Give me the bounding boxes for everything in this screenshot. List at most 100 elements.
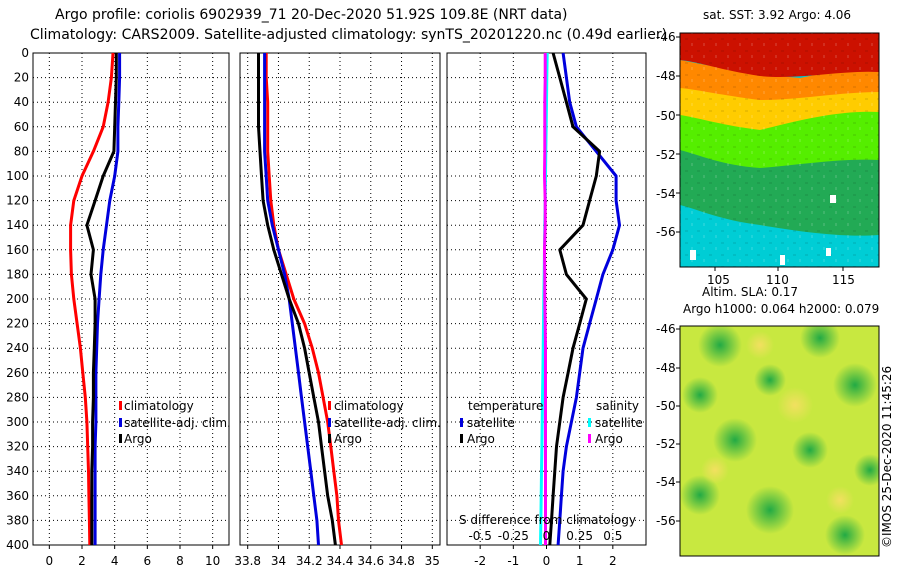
legend-label-argo: Argo — [124, 432, 152, 446]
depth-tick-label: 200 — [6, 292, 29, 306]
series-line-argo — [85, 53, 118, 545]
sal-diff-tick-label: -0.5 — [468, 529, 491, 543]
x-tick-label: 0 — [46, 554, 54, 568]
imos-timestamp: ©IMOS 25-Dec-2020 11:45:26 — [880, 366, 894, 548]
x-tick-label: 0 — [543, 554, 551, 568]
x-tick-label: 34.2 — [296, 554, 323, 568]
sst-lat-label: -52 — [656, 148, 676, 162]
x-tick-label: 34.6 — [357, 554, 384, 568]
sla-blob — [777, 387, 813, 423]
series-line-satellite-adj-clim- — [93, 53, 122, 545]
depth-tick-label: 360 — [6, 489, 29, 503]
legend-swatch-sal-satellite — [588, 418, 591, 427]
sla-blob — [698, 326, 742, 367]
temperature-legend: climatology satellite-adj. clim. Argo — [119, 399, 231, 446]
salinity-difference-axis-title: S difference from climatology — [459, 513, 636, 527]
legend-label-climatology: climatology — [334, 399, 404, 413]
sla-blob — [746, 486, 794, 534]
sal-diff-tick-label: 0.5 — [603, 529, 622, 543]
sla-blob — [682, 377, 718, 413]
depth-tick-label: 220 — [6, 317, 29, 331]
x-tick-label: 8 — [176, 554, 184, 568]
depth-tick-label: 80 — [14, 144, 29, 158]
sla-blob — [825, 515, 865, 555]
sst-map-title: sat. SST: 3.92 Argo: 4.06 — [703, 8, 851, 22]
legend-label-climatology: climatology — [124, 399, 194, 413]
sla-lat-label: -52 — [656, 437, 676, 451]
legend-label-temp-satellite: satellite — [467, 416, 515, 430]
x-tick-label: 34.4 — [327, 554, 354, 568]
sst-map — [680, 33, 879, 267]
x-tick-label: 2 — [609, 554, 617, 568]
sst-cloud-1 — [690, 250, 696, 260]
legend-heading-temperature: temperature — [468, 399, 543, 413]
legend-label-sal-argo: Argo — [595, 432, 623, 446]
sst-lat-labels: -46 -48 -50 -52 -54 -56 — [656, 30, 676, 239]
legend-label-temp-argo: Argo — [467, 432, 495, 446]
sla-blob — [754, 364, 786, 396]
sla-lat-label: -48 — [656, 361, 676, 375]
sla-lat-label: -54 — [656, 475, 676, 489]
legend-label-satellite-adj: satellite-adj. clim. — [334, 416, 441, 430]
x-tick-label: -1 — [507, 554, 519, 568]
legend-label-argo: Argo — [334, 432, 362, 446]
series-line-salinity-argo — [543, 53, 547, 545]
depth-tick-label: 240 — [6, 341, 29, 355]
legend-swatch-argo — [328, 434, 331, 443]
legend-swatch-argo — [119, 434, 122, 443]
sst-lat-label: -50 — [656, 109, 676, 123]
sst-lon-labels: 105 110 115 — [707, 273, 855, 287]
series-line-argo — [257, 53, 337, 546]
x-tick-label: 6 — [144, 554, 152, 568]
depth-tick-label: 340 — [6, 464, 29, 478]
legend-heading-salinity: salinity — [596, 399, 639, 413]
depth-tick-label: 260 — [6, 366, 29, 380]
depth-tick-label: 100 — [6, 169, 29, 183]
salinity-difference-ticks: -0.5 -0.25 0 0.25 0.5 — [468, 529, 622, 543]
sal-diff-tick-label: -0.25 — [498, 529, 529, 543]
sla-blob — [680, 475, 720, 515]
sal-diff-tick-label: 0 — [543, 529, 551, 543]
legend-swatch-sal-argo — [588, 434, 591, 443]
sal-diff-tick-label: 0.25 — [566, 529, 593, 543]
legend-swatch-climatology — [328, 401, 331, 410]
depth-tick-label: 160 — [6, 243, 29, 257]
x-tick-label: 34 — [271, 554, 286, 568]
depth-tick-label: 120 — [6, 194, 29, 208]
sst-map-frame — [679, 32, 880, 268]
x-tick-label: 2 — [78, 554, 86, 568]
legend-swatch-satellite-adj — [119, 418, 122, 427]
depth-tick-label: 140 — [6, 218, 29, 232]
sla-map — [680, 326, 879, 556]
sla-map-frame — [679, 325, 880, 557]
series-line-temperature-argo — [548, 52, 602, 546]
depth-tick-label: 280 — [6, 390, 29, 404]
sla-blob — [792, 432, 828, 468]
sst-lat-label: -48 — [656, 69, 676, 83]
depth-tick-label: 180 — [6, 267, 29, 281]
legend-swatch-temp-satellite — [460, 418, 463, 427]
sla-map-title2: Argo h1000: 0.064 h2000: 0.079 — [683, 302, 879, 316]
sla-lat-label: -56 — [656, 514, 676, 528]
depth-tick-label: 300 — [6, 415, 29, 429]
sst-lat-label: -54 — [656, 187, 676, 201]
sla-blob — [826, 486, 854, 514]
depth-tick-label: 400 — [6, 538, 29, 552]
difference-legend: temperature satellite Argo salinity sate… — [459, 399, 643, 527]
depth-tick-label: 60 — [14, 120, 29, 134]
x-tick-label: -2 — [474, 554, 486, 568]
sst-lon-label: 110 — [766, 273, 789, 287]
series-layer — [69, 52, 621, 546]
series-line-climatology — [69, 52, 115, 546]
sla-blob — [713, 418, 757, 462]
sla-map-title1: Altim. SLA: 0.17 — [702, 285, 798, 299]
x-tick-label: 10 — [205, 554, 220, 568]
x-tick-label: 35 — [425, 554, 440, 568]
x-tick-label: 1 — [576, 554, 584, 568]
sla-lat-label: -46 — [656, 322, 676, 336]
sst-cloud-4 — [826, 248, 831, 256]
x-axis-labels: 0 2 4 6 8 10 33.8 34 34.2 34.4 34.6 34.8 35 -2 -1 0 1 2 — [46, 554, 617, 568]
depth-tick-label: 40 — [14, 95, 29, 109]
depth-tick-label: 20 — [14, 71, 29, 85]
sst-lat-label: -56 — [656, 225, 676, 239]
